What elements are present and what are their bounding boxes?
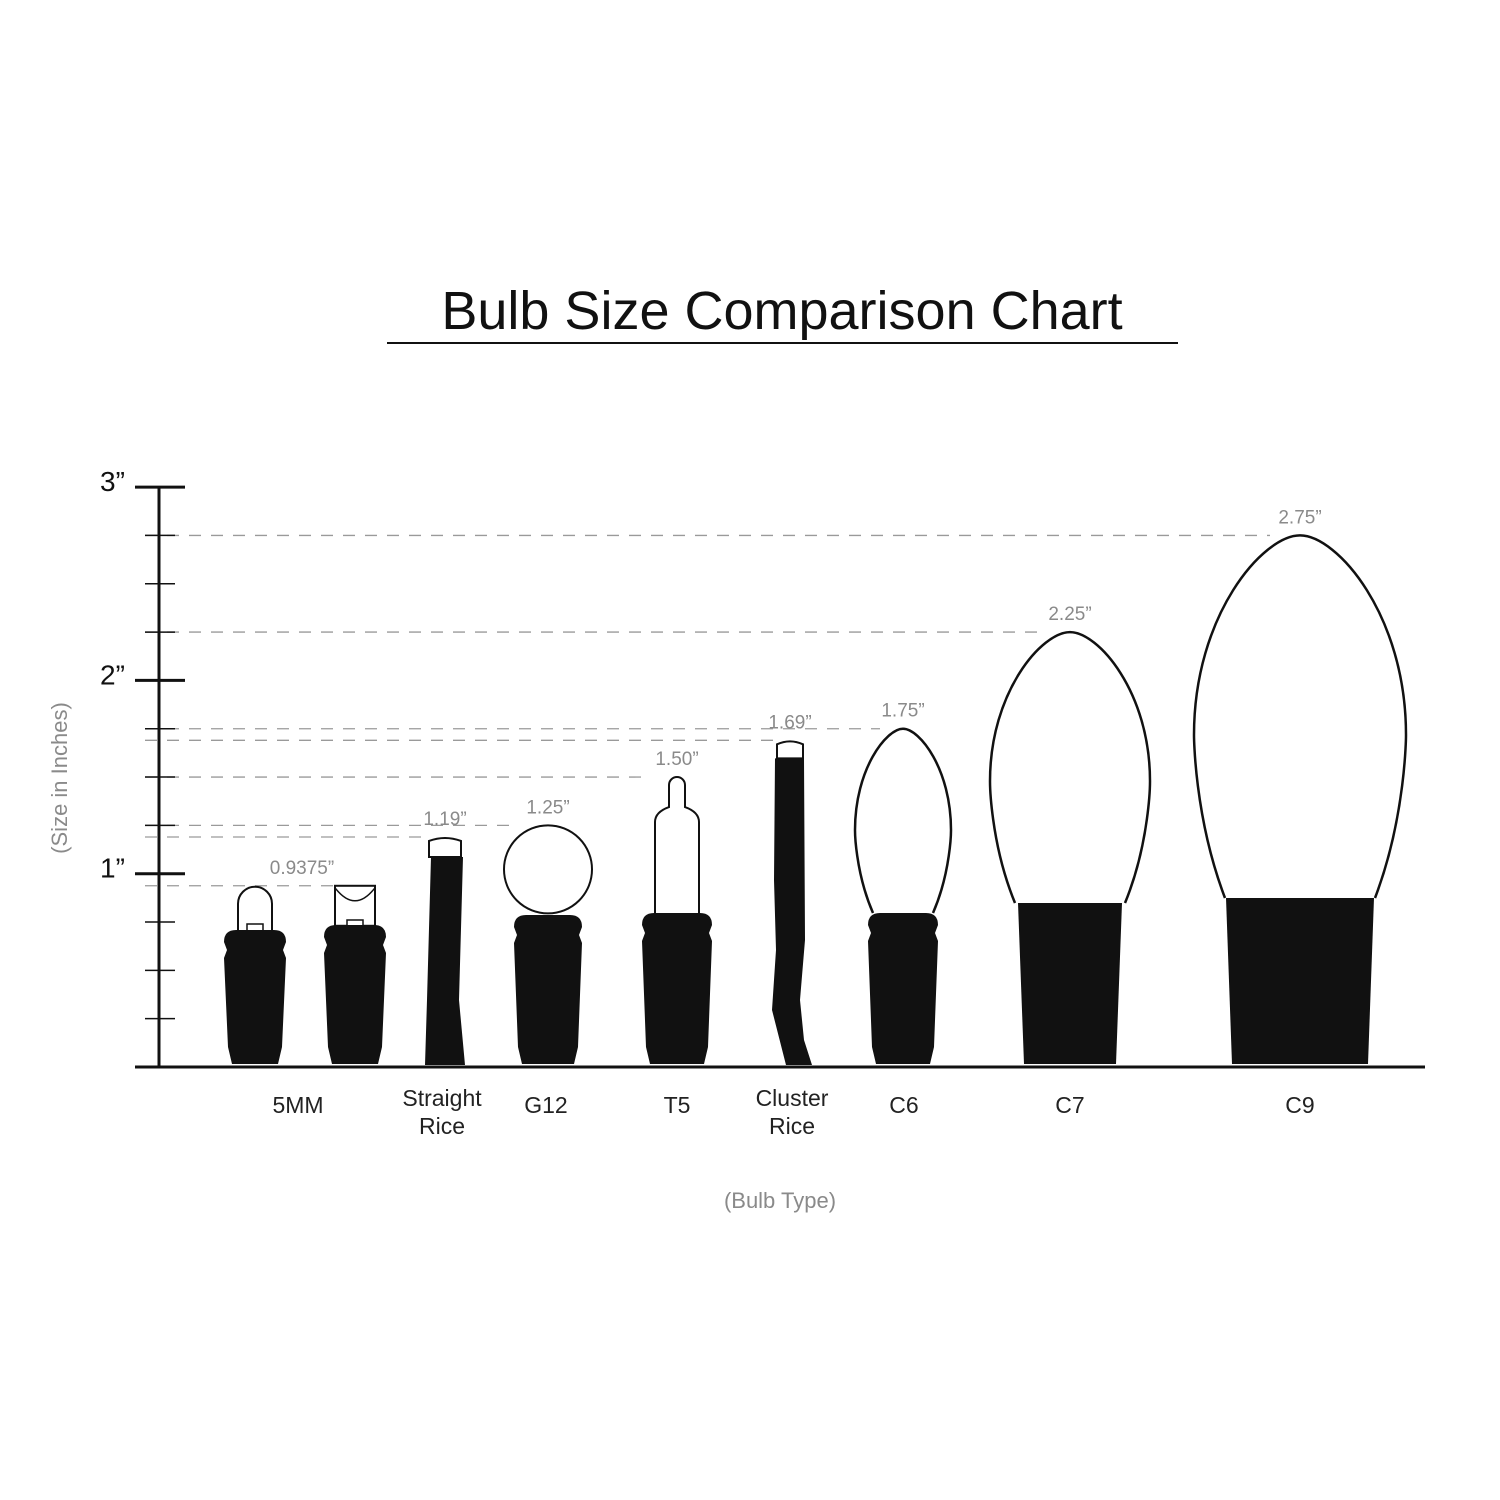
- category-label: Rice: [769, 1113, 815, 1139]
- c-bulb-glass: [988, 630, 1152, 904]
- bulb-5mm-dome: [224, 885, 286, 1064]
- bulb-t5-tube: [642, 776, 712, 1064]
- globe-glass: [503, 824, 593, 915]
- category-label: G12: [524, 1092, 567, 1118]
- reference-lines: [145, 534, 1270, 887]
- socket-base: [642, 913, 712, 1064]
- socket-base: [324, 925, 386, 1064]
- y-tick-label: 3”: [100, 466, 125, 497]
- c-bulb-glass: [1192, 534, 1408, 899]
- category-label: 5MM: [272, 1092, 323, 1118]
- category-label: T5: [664, 1092, 691, 1118]
- y-tick-label: 1”: [100, 853, 125, 884]
- rice-body: [772, 758, 812, 1065]
- bulbs: [224, 534, 1408, 1065]
- led-dome: [237, 885, 273, 932]
- socket-base: [868, 913, 938, 1064]
- socket-base: [514, 915, 582, 1064]
- category-label: C7: [1055, 1092, 1084, 1118]
- bulb-c-bulb: [1192, 534, 1408, 1064]
- socket-base: [1226, 898, 1374, 1064]
- rice-body: [425, 856, 465, 1065]
- rice-cap: [776, 740, 804, 760]
- value-label: 1.50”: [655, 749, 698, 770]
- category-label: C9: [1285, 1092, 1314, 1118]
- lens-curve: [334, 887, 376, 902]
- bulb-c-bulb: [853, 727, 953, 1064]
- category-label: Cluster: [756, 1085, 829, 1111]
- value-label: 0.9375”: [270, 858, 334, 879]
- bulb-5mm-wide-angle: [324, 884, 386, 1064]
- value-label: 2.25”: [1048, 604, 1091, 625]
- x-axis-label: (Bulb Type): [724, 1188, 836, 1213]
- bulb-globe: [503, 824, 593, 1064]
- socket-base: [224, 930, 286, 1064]
- value-label: 1.19”: [423, 809, 466, 830]
- bulb-cluster-rice: [772, 740, 812, 1065]
- bulb-straight-rice: [425, 836, 465, 1065]
- axes: 1” 2” 3”: [100, 466, 1425, 1069]
- socket-base: [1018, 903, 1122, 1064]
- rice-cap: [428, 836, 462, 858]
- category-label: C6: [889, 1092, 918, 1118]
- value-label: 1.25”: [526, 797, 569, 818]
- value-label: 2.75”: [1278, 507, 1321, 528]
- t5-glass: [654, 776, 700, 915]
- c-bulb-glass: [853, 727, 953, 914]
- category-label: Rice: [419, 1113, 465, 1139]
- y-tick-label: 2”: [100, 659, 125, 690]
- bulb-c-bulb: [988, 630, 1152, 1064]
- led-lens: [334, 884, 376, 927]
- category-label: Straight: [402, 1085, 482, 1111]
- chart-title: Bulb Size Comparison Chart: [441, 281, 1122, 341]
- labels: 0.9375” 1.19” 1.25” 1.50” 1.69” 1.75” 2.25” 2.7…: [270, 507, 1322, 1139]
- value-label: 1.69”: [768, 712, 811, 733]
- y-axis-label: (Size in Inches): [47, 702, 72, 854]
- value-label: 1.75”: [881, 701, 924, 722]
